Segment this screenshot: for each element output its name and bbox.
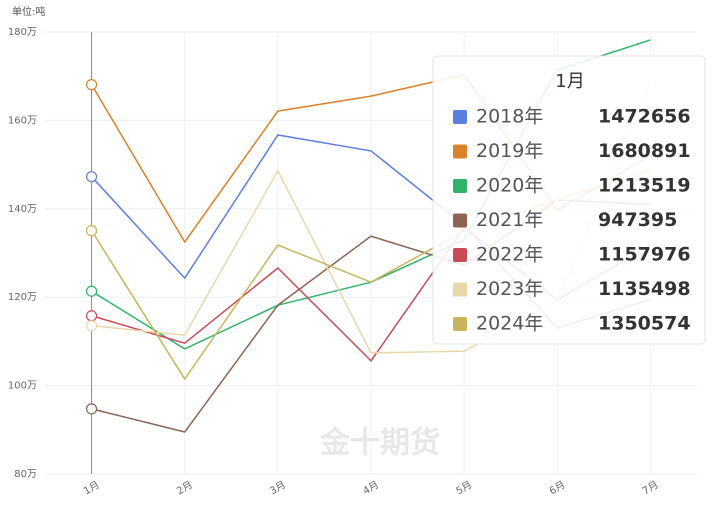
- y-tick-label: 140万: [8, 204, 37, 215]
- legend-swatch: [453, 213, 467, 228]
- legend-label: 2024年: [476, 313, 543, 335]
- highlight-point: [85, 79, 98, 91]
- legend-swatch: [453, 248, 467, 262]
- tooltip-value: 947395: [598, 209, 677, 231]
- tooltip-title: 1月: [555, 71, 584, 92]
- tooltip-value: 1213519: [598, 175, 691, 197]
- tooltip: 1月 2018年 1472656 2019年 1680891 2020年 1213519 20…: [432, 55, 706, 345]
- y-tick-label: 80万: [14, 469, 37, 480]
- legend-swatch: [453, 144, 467, 159]
- tooltip-value: 1135498: [598, 278, 691, 300]
- legend-label: 2022年: [476, 244, 543, 266]
- legend-label: 2018年: [476, 106, 543, 128]
- legend-swatch: [453, 179, 467, 193]
- legend-swatch: [453, 317, 467, 331]
- legend-label: 2020年: [476, 175, 543, 197]
- x-tick-label: 5月: [454, 479, 474, 498]
- highlight-point: [85, 285, 98, 297]
- legend-swatch: [453, 110, 467, 124]
- x-tick-label: 1月: [81, 479, 101, 498]
- tooltip-value: 1157976: [598, 244, 691, 266]
- x-tick-label: 4月: [361, 479, 381, 498]
- highlight-point: [85, 320, 98, 332]
- y-tick-label: 160万: [8, 115, 37, 126]
- highlight-point: [85, 171, 98, 183]
- tooltip-value: 1350574: [598, 313, 691, 335]
- legend-swatch: [453, 282, 467, 297]
- tooltip-value: 1472656: [598, 106, 691, 128]
- legend-label: 2019年: [476, 140, 543, 162]
- highlight-point: [85, 225, 98, 237]
- legend-label: 2021年: [476, 209, 543, 231]
- legend-label: 2023年: [476, 278, 543, 300]
- x-tick-label: 6月: [547, 479, 567, 498]
- x-tick-label: 7月: [640, 479, 660, 498]
- unit-label: 单位:吨: [12, 5, 45, 18]
- tooltip-value: 1680891: [598, 140, 691, 162]
- highlight-point: [85, 403, 98, 415]
- y-tick-label: 100万: [8, 381, 37, 392]
- x-tick-label: 2月: [175, 479, 195, 498]
- watermark: 金十期货: [319, 426, 440, 461]
- tooltip-box: [432, 55, 706, 345]
- highlight-point: [85, 310, 98, 322]
- x-tick-label: 3月: [268, 479, 288, 498]
- y-tick-label: 180万: [8, 27, 37, 38]
- y-tick-label: 120万: [8, 292, 37, 303]
